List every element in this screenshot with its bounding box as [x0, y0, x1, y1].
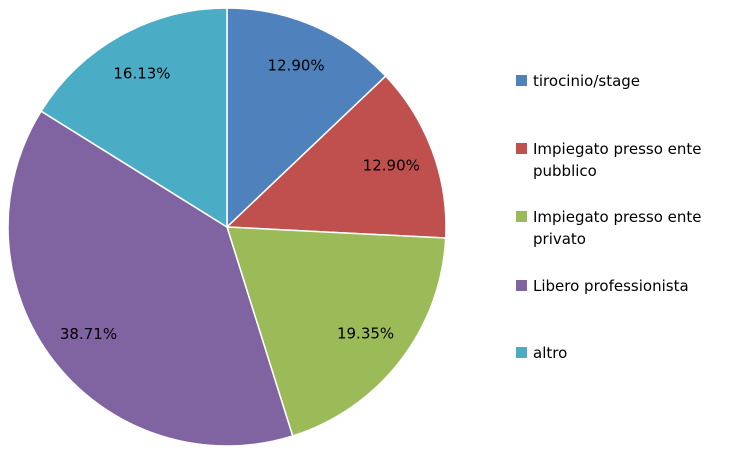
pie-slice: [225, 226, 447, 437]
data-label: 12.90%: [363, 157, 420, 175]
legend-label: tirocinio/stage: [533, 72, 641, 90]
legend-label: Impiegato presso ente pubblico: [533, 140, 702, 180]
data-label: 12.90%: [267, 56, 324, 74]
legend-item: tirocinio/stage: [516, 70, 742, 92]
legend-label: Impiegato presso ente privato: [533, 208, 702, 248]
pie-slice: [40, 7, 228, 229]
pie-slice: [7, 110, 294, 447]
data-label: 19.35%: [337, 325, 394, 343]
legend-swatch: [516, 347, 527, 358]
legend-label: Libero professionista: [533, 277, 689, 295]
legend-item: Impiegato presso ente pubblico: [516, 138, 742, 182]
legend-item: Impiegato presso ente privato: [516, 206, 742, 250]
data-label: 16.13%: [113, 64, 170, 82]
legend-swatch: [516, 280, 527, 291]
legend-item: Libero professionista: [516, 275, 742, 297]
legend-swatch: [516, 143, 527, 154]
pie-slice: [225, 75, 447, 239]
pie-slice: [226, 7, 387, 229]
legend-item: altro: [516, 342, 742, 364]
legend-label: altro: [533, 344, 568, 362]
data-label: 38.71%: [60, 325, 117, 343]
legend-swatch: [516, 75, 527, 86]
legend-swatch: [516, 211, 527, 222]
